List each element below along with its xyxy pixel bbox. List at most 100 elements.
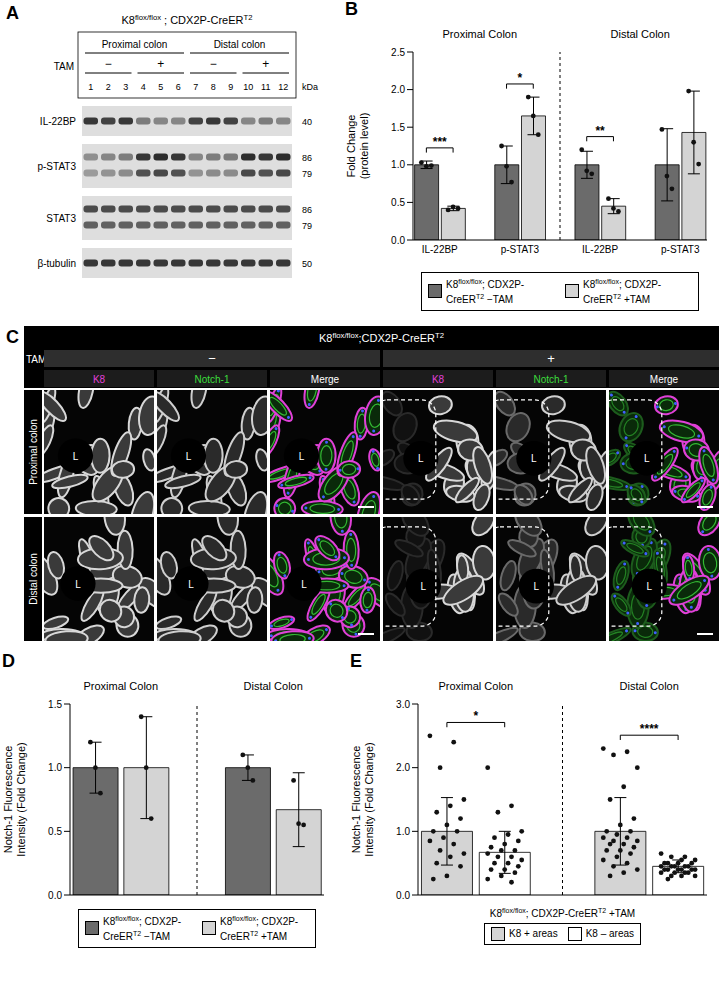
svg-text:7: 7	[193, 82, 198, 92]
svg-text:3: 3	[123, 82, 128, 92]
svg-text:IL-22BP: IL-22BP	[582, 244, 618, 255]
svg-text:L: L	[531, 453, 537, 464]
svg-text:Proximal colon: Proximal colon	[28, 419, 39, 485]
svg-text:Distal Colon: Distal Colon	[611, 28, 670, 40]
svg-text:IL-22BP: IL-22BP	[40, 116, 76, 127]
svg-text:6: 6	[176, 82, 181, 92]
svg-text:p-STAT3: p-STAT3	[501, 244, 540, 255]
svg-text:kDa: kDa	[302, 82, 318, 92]
svg-text:0.0: 0.0	[391, 235, 405, 246]
svg-text:Fold Change: Fold Change	[345, 115, 357, 178]
html-text:D: D	[2, 651, 15, 671]
svg-text:L: L	[75, 579, 81, 590]
svg-text:L: L	[534, 581, 540, 592]
svg-text:C: C	[6, 327, 19, 347]
svg-text:IL-22BP: IL-22BP	[422, 244, 458, 255]
svg-text:TAM: TAM	[54, 61, 74, 72]
svg-text:2.0: 2.0	[396, 762, 410, 773]
html-text:K8flox/flox; CDX2P-CreERT2−TAM: K8flox/flox; CDX2P-CreERT2−TAM	[446, 278, 525, 306]
svg-text:−: −	[210, 57, 217, 71]
svg-text:L: L	[644, 453, 650, 464]
svg-text:Proximal Colon: Proximal Colon	[439, 680, 514, 692]
svg-text:2: 2	[106, 82, 111, 92]
svg-text:L: L	[301, 579, 307, 590]
svg-text:Distal colon: Distal colon	[214, 39, 266, 50]
svg-text:3.0: 3.0	[396, 699, 410, 710]
svg-text:86: 86	[302, 153, 312, 163]
svg-text:K8: K8	[432, 374, 445, 385]
svg-text:K8flox/flox ; CDX2P-CreERT2: K8flox/flox ; CDX2P-CreERT2	[121, 13, 252, 26]
svg-text:4: 4	[141, 82, 146, 92]
svg-text:0.0: 0.0	[48, 890, 62, 901]
svg-text:9: 9	[228, 82, 233, 92]
html-text:K8flox/flox; CDX2P-CreERT2+TAM: K8flox/flox; CDX2P-CreERT2+TAM	[220, 915, 299, 943]
html-text:B: B	[345, 0, 358, 19]
svg-text:Notch-1: Notch-1	[194, 374, 229, 385]
svg-text:(protein level): (protein level)	[358, 113, 370, 180]
svg-text:Notch-1 Fluorescence: Notch-1 Fluorescence	[2, 746, 14, 854]
svg-text:1.5: 1.5	[391, 122, 405, 133]
html-text:K8flox/flox; CDX2P-CreERT2+TAM: K8flox/flox; CDX2P-CreERT2+TAM	[489, 907, 636, 920]
svg-text:Notch-1: Notch-1	[533, 374, 568, 385]
svg-text:0.0: 0.0	[396, 890, 410, 901]
svg-text:*: *	[473, 709, 478, 723]
svg-text:50: 50	[302, 259, 312, 269]
svg-text:p-STAT3: p-STAT3	[37, 161, 76, 172]
html-text:K8flox/flox; CDX2P-CreERT2+TAM: K8flox/flox; CDX2P-CreERT2+TAM	[583, 278, 662, 306]
svg-text:1.5: 1.5	[48, 699, 62, 710]
svg-text:TAM: TAM	[26, 354, 46, 365]
svg-text:2.0: 2.0	[391, 84, 405, 95]
svg-text:Distal colon: Distal colon	[28, 553, 39, 605]
svg-text:+: +	[262, 57, 269, 71]
svg-text:79: 79	[302, 221, 312, 231]
svg-text:K8flox/flox;CDX2P-CreERT2: K8flox/flox;CDX2P-CreERT2	[319, 331, 444, 344]
svg-text:L: L	[421, 581, 427, 592]
svg-text:Merge: Merge	[311, 374, 340, 385]
svg-text:L: L	[299, 451, 305, 462]
svg-text:***: ***	[433, 135, 447, 149]
svg-text:+: +	[547, 351, 555, 366]
svg-text:79: 79	[302, 169, 312, 179]
svg-text:Intensity (Fold Change): Intensity (Fold Change)	[15, 742, 27, 856]
svg-text:Proximal Colon: Proximal Colon	[443, 28, 518, 40]
svg-text:1.0: 1.0	[48, 762, 62, 773]
svg-text:2.5: 2.5	[391, 47, 405, 58]
svg-text:****: ****	[640, 722, 659, 736]
svg-text:Distal Colon: Distal Colon	[620, 680, 679, 692]
svg-text:STAT3: STAT3	[46, 213, 76, 224]
svg-text:+: +	[157, 57, 164, 71]
svg-text:β-tubulin: β-tubulin	[37, 258, 76, 269]
svg-text:p-STAT3: p-STAT3	[661, 244, 700, 255]
svg-text:Notch-1 Fluorescence: Notch-1 Fluorescence	[350, 746, 362, 854]
svg-text:Merge: Merge	[650, 374, 679, 385]
svg-text:86: 86	[302, 205, 312, 215]
svg-text:0.5: 0.5	[391, 197, 405, 208]
html-text:K8flox/flox; CDX2P-CreERT2−TAM: K8flox/flox; CDX2P-CreERT2−TAM	[103, 915, 182, 943]
svg-text:L: L	[186, 451, 192, 462]
svg-text:*: *	[518, 71, 523, 85]
svg-text:Intensity (Fold Change): Intensity (Fold Change)	[363, 742, 375, 856]
svg-text:8: 8	[211, 82, 216, 92]
svg-text:40: 40	[302, 117, 312, 127]
svg-text:12: 12	[278, 82, 288, 92]
svg-text:11: 11	[261, 82, 270, 92]
svg-text:5: 5	[158, 82, 163, 92]
svg-text:L: L	[418, 453, 424, 464]
svg-text:−: −	[105, 57, 112, 71]
svg-text:Distal Colon: Distal Colon	[244, 680, 303, 692]
html-text:E: E	[350, 651, 362, 671]
svg-text:10: 10	[243, 82, 253, 92]
svg-text:A: A	[6, 3, 19, 23]
svg-text:**: **	[595, 124, 605, 138]
svg-text:L: L	[647, 581, 653, 592]
svg-text:Proximal Colon: Proximal Colon	[84, 680, 159, 692]
svg-text:1: 1	[88, 82, 93, 92]
svg-text:1.0: 1.0	[391, 159, 405, 170]
svg-text:0.5: 0.5	[48, 826, 62, 837]
svg-text:−: −	[208, 351, 216, 366]
svg-text:Proximal colon: Proximal colon	[102, 39, 168, 50]
svg-text:1.0: 1.0	[396, 826, 410, 837]
svg-text:K8: K8	[93, 374, 106, 385]
svg-text:L: L	[188, 579, 194, 590]
svg-text:L: L	[73, 451, 79, 462]
